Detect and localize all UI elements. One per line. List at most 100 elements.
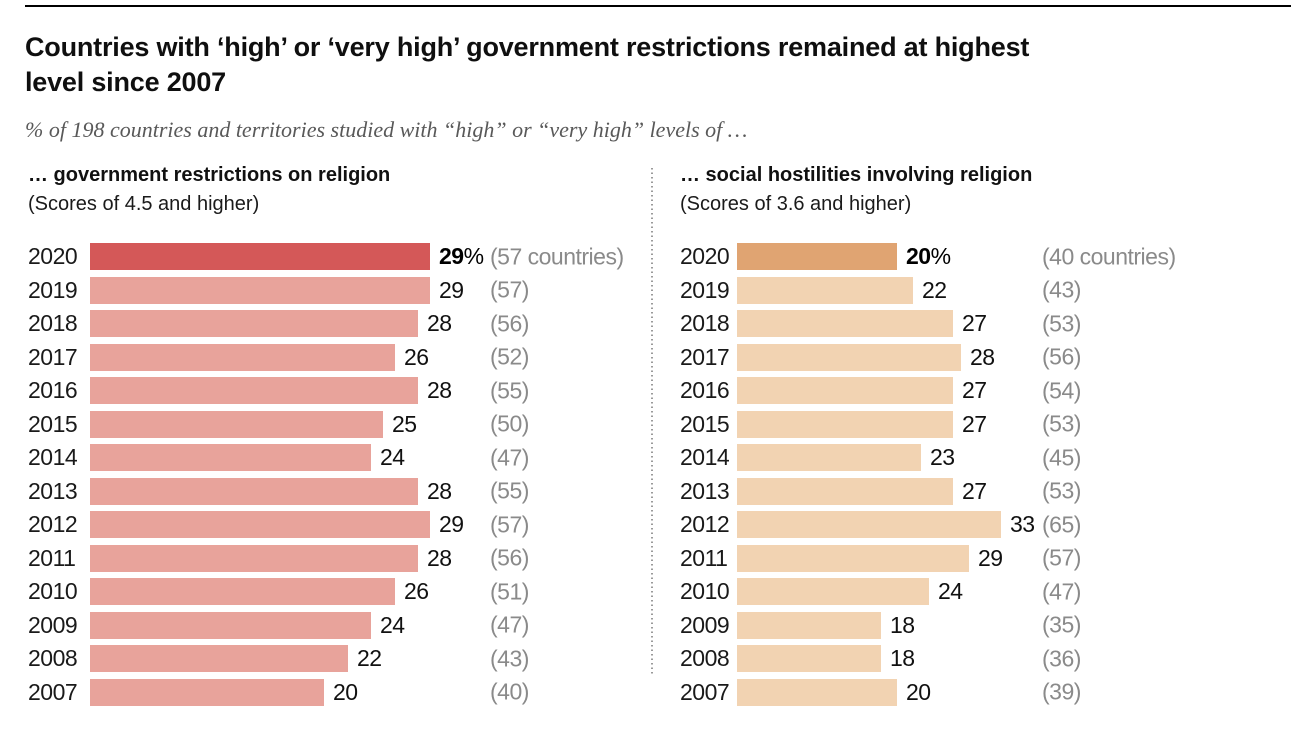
year-label: 2010 (680, 578, 730, 604)
bar (90, 511, 430, 538)
value-label: 28 (427, 377, 452, 403)
value-label: 27 (962, 377, 987, 403)
bar (737, 611, 881, 639)
count-label: (55) (490, 477, 529, 504)
year-label: 2017 (28, 343, 78, 370)
year-label: 2018 (680, 310, 730, 336)
year-label: 2010 (28, 578, 78, 604)
year-label: 2019 (680, 276, 730, 303)
bar-row: 2007 20 (39) (680, 678, 1305, 706)
value-label: 22 (922, 276, 947, 303)
count-label: (56) (1042, 343, 1081, 370)
bar-row: 2011 29 (57) (680, 544, 1305, 572)
panel-title: … social hostilities involving religion (680, 164, 1033, 186)
panel-title: … government restrictions on religion (28, 164, 391, 186)
count-label: (55) (490, 377, 529, 403)
count-label: (53) (1042, 410, 1081, 437)
bar-highlight (90, 243, 430, 270)
year-label: 2014 (28, 444, 78, 470)
year-label: 2008 (680, 645, 730, 671)
panel-divider (651, 168, 653, 676)
bar-row: 2016 28 (55) (28, 377, 653, 404)
top-rule (25, 5, 1291, 7)
bar-row: 2007 20 (40) (28, 678, 653, 706)
year-label: 2011 (680, 544, 728, 571)
year-label: 2016 (28, 377, 78, 403)
panel-subtitle: (Scores of 3.6 and higher) (680, 193, 912, 215)
bar-row: 2017 26 (52) (28, 343, 653, 371)
year-label: 2020 (680, 243, 730, 269)
value-label: 20 (333, 678, 358, 705)
count-label: (53) (1042, 477, 1081, 504)
count-label: (51) (490, 578, 529, 604)
bar (90, 678, 324, 706)
year-label: 2013 (680, 477, 730, 504)
year-label: 2015 (680, 410, 730, 437)
bar (90, 645, 348, 672)
page-subtitle: % of 198 countries and territories studi… (25, 117, 748, 142)
percent-sign: % (930, 243, 951, 269)
bar-row: 2012 33 (65) (680, 511, 1305, 538)
bar (90, 377, 418, 404)
bar (737, 477, 953, 505)
bar-row: 2016 27 (54) (680, 377, 1305, 404)
count-label: (53) (1042, 310, 1081, 336)
bar-row: 2009 18 (35) (680, 611, 1305, 639)
value-label: 27 (962, 477, 987, 504)
year-label: 2019 (28, 276, 78, 303)
bar (737, 310, 953, 337)
bar-highlight (737, 243, 897, 270)
bar (737, 343, 961, 371)
year-label: 2013 (28, 477, 78, 504)
value-label: 29% (439, 243, 484, 269)
count-label: (52) (490, 343, 529, 370)
value-label: 26 (404, 343, 429, 370)
bar-row: 2018 27 (53) (680, 310, 1305, 337)
bar-row: 2012 29 (57) (28, 511, 653, 538)
bar (737, 276, 913, 304)
count-label: (45) (1042, 444, 1081, 470)
panel-social-hostilities: … social hostilities involving religion … (680, 163, 1305, 706)
bar (737, 444, 921, 471)
count-label: (35) (1042, 611, 1081, 638)
count-label: (39) (1042, 678, 1081, 705)
value-label: 24 (380, 611, 405, 638)
value-label: 33 (1010, 511, 1035, 537)
bar (737, 511, 1001, 538)
count-label: (43) (1042, 276, 1081, 303)
year-label: 2016 (680, 377, 730, 403)
bar-row: 2008 18 (36) (680, 645, 1305, 672)
panel-government-restrictions: … government restrictions on religion (S… (28, 163, 653, 706)
year-label: 2009 (28, 611, 78, 638)
bar-row: 2015 27 (53) (680, 410, 1305, 438)
bar (737, 377, 953, 404)
value-label: 26 (404, 578, 429, 604)
bar-row: 2018 28 (56) (28, 310, 653, 337)
bar (90, 276, 430, 304)
year-label: 2018 (28, 310, 78, 336)
value-label: 28 (427, 544, 452, 571)
bar (737, 645, 881, 672)
value-label: 22 (357, 645, 382, 671)
count-label: (50) (490, 410, 529, 437)
value-label: 28 (970, 343, 995, 370)
bar-row: 2019 22 (43) (680, 276, 1305, 304)
year-label: 2011 (28, 544, 76, 571)
bar (737, 678, 897, 706)
value-label: 28 (427, 310, 452, 336)
value-label: 27 (962, 410, 987, 437)
year-label: 2017 (680, 343, 730, 370)
year-label: 2012 (28, 511, 78, 537)
value-label: 23 (930, 444, 955, 470)
year-label: 2014 (680, 444, 730, 470)
bar-row: 2019 29 (57) (28, 276, 653, 304)
count-label: (57) (490, 511, 529, 537)
page-title: Countries with ‘high’ or ‘very high’ gov… (25, 30, 1265, 100)
count-label: (40) (490, 678, 529, 705)
bar-row: 2008 22 (43) (28, 645, 653, 672)
bar-row: 2014 24 (47) (28, 444, 653, 471)
count-label: (57 countries) (490, 243, 624, 269)
value-label: 29 (978, 544, 1003, 571)
bar (737, 544, 969, 572)
count-label: (65) (1042, 511, 1081, 537)
